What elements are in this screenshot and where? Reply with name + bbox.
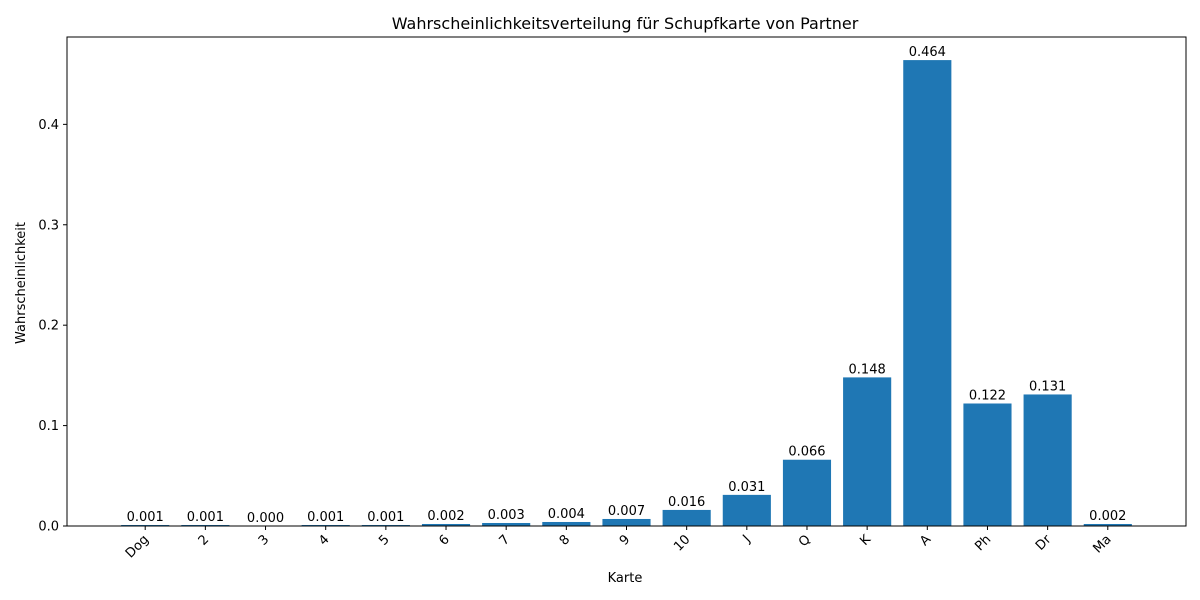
x-tick-label-3: 3 [256, 532, 272, 548]
bar-q [782, 459, 832, 526]
x-tick-label-k: K [857, 532, 874, 549]
bar-k [843, 377, 892, 526]
x-tick-label-j: J [740, 532, 754, 546]
bar-dr [1023, 394, 1072, 526]
data-label-a: 0.464 [909, 45, 946, 60]
x-tick-label-10: 10 [671, 532, 693, 554]
x-tick-label-7: 7 [497, 532, 513, 548]
data-label-9: 0.007 [608, 504, 645, 519]
x-tick-label-8: 8 [557, 532, 573, 548]
data-label-2: 0.001 [187, 510, 224, 525]
bar-7 [482, 522, 531, 526]
data-label-ph: 0.122 [969, 388, 1006, 403]
bar-8 [542, 521, 591, 526]
y-axis-label: Wahrscheinlichkeit [14, 222, 29, 344]
bar-dog [121, 524, 170, 526]
chart-title: Wahrscheinlichkeitsverteilung für Schupf… [392, 14, 859, 33]
data-label-dr: 0.131 [1029, 379, 1066, 394]
bar-a [903, 60, 952, 527]
x-tick-label-dr: Dr [1033, 532, 1055, 554]
y-tick-label: 0.4 [38, 118, 59, 133]
x-tick-label-ph: Ph [972, 532, 994, 554]
bar-10 [662, 509, 711, 526]
bar-5 [361, 524, 410, 526]
x-axis-label: Karte [608, 571, 643, 586]
data-label-7: 0.003 [488, 508, 525, 523]
y-tick-label: 0.2 [38, 319, 59, 334]
data-label-8: 0.004 [548, 507, 585, 522]
x-tick-label-ma: Ma [1090, 532, 1114, 556]
x-tick-label-2: 2 [196, 532, 212, 548]
data-label-k: 0.148 [849, 362, 886, 377]
bar-2 [181, 524, 230, 526]
bar-6 [421, 523, 471, 526]
data-label-6: 0.002 [427, 509, 464, 524]
data-label-5: 0.001 [367, 510, 404, 525]
data-label-10: 0.016 [668, 495, 705, 510]
x-tick-label-4: 4 [316, 532, 332, 548]
bar-ma [1083, 523, 1132, 526]
x-tick-label-q: Q [796, 532, 814, 550]
data-label-dog: 0.001 [127, 510, 164, 525]
bar-4 [301, 524, 350, 526]
y-tick-label: 0.1 [38, 419, 59, 434]
data-label-ma: 0.002 [1089, 509, 1126, 524]
x-tick-label-9: 9 [617, 532, 633, 548]
x-tick-label-6: 6 [436, 532, 452, 548]
bar-9 [602, 518, 651, 526]
data-label-3: 0.000 [247, 511, 284, 526]
x-tick-label-5: 5 [376, 532, 392, 548]
x-tick-label-a: A [917, 532, 934, 549]
y-tick-label: 0.0 [38, 520, 59, 535]
data-label-4: 0.001 [307, 510, 344, 525]
bar-ph [963, 403, 1012, 526]
data-label-q: 0.066 [788, 445, 825, 460]
bar-j [722, 494, 771, 526]
plot-frame [66, 36, 1187, 527]
x-tick-label-dog: Dog [123, 532, 152, 561]
y-tick-label: 0.3 [38, 218, 59, 233]
data-label-j: 0.031 [728, 480, 765, 495]
plot-area: 0.001 0.001 0.000 0.001 0.001 0.002 0.003 0.004… [38, 36, 1187, 561]
